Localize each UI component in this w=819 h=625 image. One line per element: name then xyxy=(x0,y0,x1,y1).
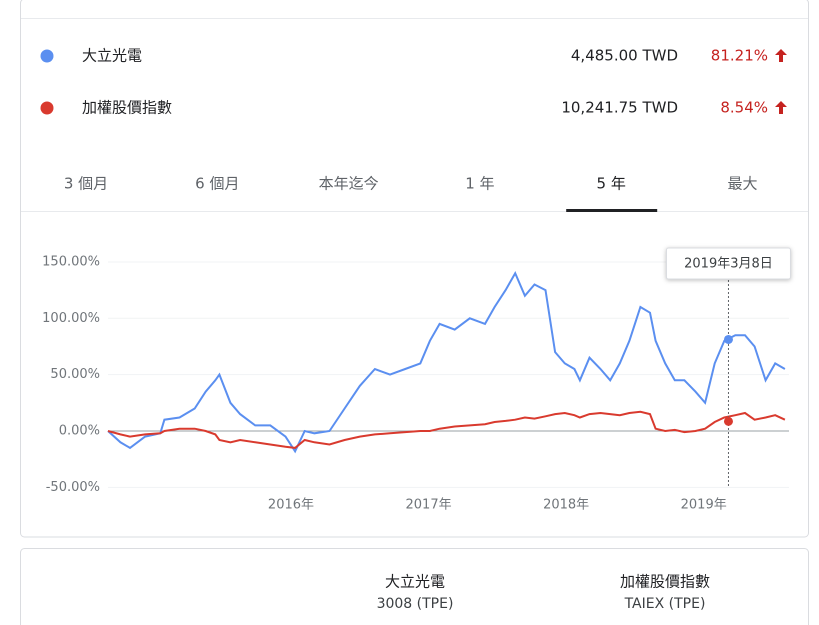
tab-indicator xyxy=(566,209,658,212)
up-arrow xyxy=(775,101,787,114)
tab[interactable]: 6 個月 xyxy=(195,175,239,193)
compare-name: 加權股價指數 xyxy=(620,573,710,591)
chart-card xyxy=(20,0,809,538)
hover-dot xyxy=(723,416,733,426)
change: 81.21% xyxy=(711,47,768,65)
tab[interactable]: 1 年 xyxy=(465,175,494,193)
tab[interactable]: 5 年 xyxy=(597,175,626,193)
legend-name: 大立光電 xyxy=(82,47,142,65)
legend-dot xyxy=(40,101,54,115)
x-tick-label: 2019年 xyxy=(681,498,727,513)
hover-dot xyxy=(723,334,733,344)
y-tick-label: 150.00% xyxy=(42,254,100,269)
tooltip xyxy=(665,247,791,280)
compare-card xyxy=(20,548,809,625)
tab[interactable]: 3 個月 xyxy=(64,175,108,193)
compare-ticker: 3008 (TPE) xyxy=(377,596,454,612)
x-tick-label: 2017年 xyxy=(406,498,452,513)
change: 8.54% xyxy=(720,99,768,117)
y-tick-label: 50.00% xyxy=(50,367,100,382)
x-tick-label: 2016年 xyxy=(268,498,314,513)
up-arrow xyxy=(775,49,787,62)
compare-ticker: TAIEX (TPE) xyxy=(624,596,706,612)
compare-name: 大立光電 xyxy=(385,573,445,591)
tooltip-label: 2019年3月8日 xyxy=(684,257,773,272)
legend-name: 加權股價指數 xyxy=(82,99,172,117)
x-tick-label: 2018年 xyxy=(543,498,589,513)
series-line xyxy=(107,410,786,449)
tab[interactable]: 本年迄今 xyxy=(319,175,379,193)
legend-dot xyxy=(40,49,54,63)
tab[interactable]: 最大 xyxy=(727,175,757,193)
y-tick-label: -50.00% xyxy=(46,480,100,495)
series-line xyxy=(107,270,786,454)
price: 10,241.75 TWD xyxy=(561,99,678,117)
price: 4,485.00 TWD xyxy=(571,47,678,65)
y-tick-label: 0.00% xyxy=(59,424,100,439)
y-tick-label: 100.00% xyxy=(42,311,100,326)
